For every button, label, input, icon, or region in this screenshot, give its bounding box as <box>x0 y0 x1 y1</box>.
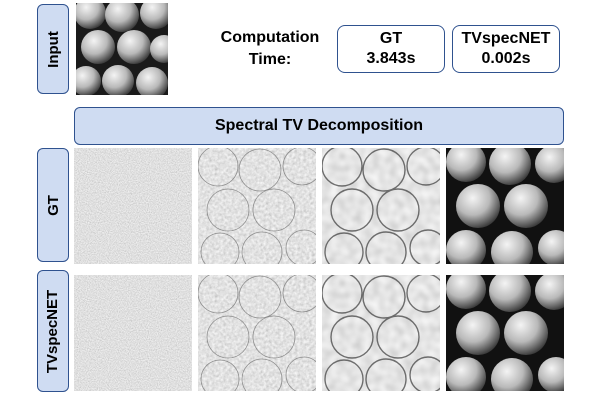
gt-tile-fine <box>74 148 192 264</box>
tvspecnet-row-label-text: TVspecNET <box>44 289 62 373</box>
tvspecnet-time-box: TVspecNET 0.002s <box>452 25 560 73</box>
gt-row-label: GT <box>37 148 69 262</box>
tvspecnet-tile-coarse <box>322 275 440 391</box>
computation-time-caption: Computation Time: <box>208 27 332 71</box>
gt-time-value: 3.843s <box>366 50 416 67</box>
gt-row-label-text: GT <box>44 194 62 216</box>
gt-time-method: GT <box>379 30 403 47</box>
computation-line1: Computation <box>220 29 320 46</box>
input-label: Input <box>37 4 69 94</box>
tvspecnet-tile-mid <box>198 275 316 391</box>
tvspecnet-tile-fine <box>74 275 192 391</box>
input-image <box>76 3 168 95</box>
gt-time-box: GT 3.843s <box>337 25 445 73</box>
apples-input-graphic <box>76 3 168 95</box>
banner-title: Spectral TV Decomposition <box>214 117 424 134</box>
tvspecnet-tile-residual <box>446 275 564 391</box>
gt-tile-mid <box>198 148 316 264</box>
gt-tile-residual <box>446 148 564 264</box>
tvspecnet-row-label: TVspecNET <box>37 270 69 392</box>
gt-tile-coarse <box>322 148 440 264</box>
spectral-tv-banner: Spectral TV Decomposition <box>74 107 564 145</box>
tvspecnet-time-method: TVspecNET <box>461 30 551 47</box>
tvspecnet-time-value: 0.002s <box>481 50 531 67</box>
input-label-text: Input <box>44 30 62 68</box>
computation-line2: Time: <box>248 51 292 68</box>
